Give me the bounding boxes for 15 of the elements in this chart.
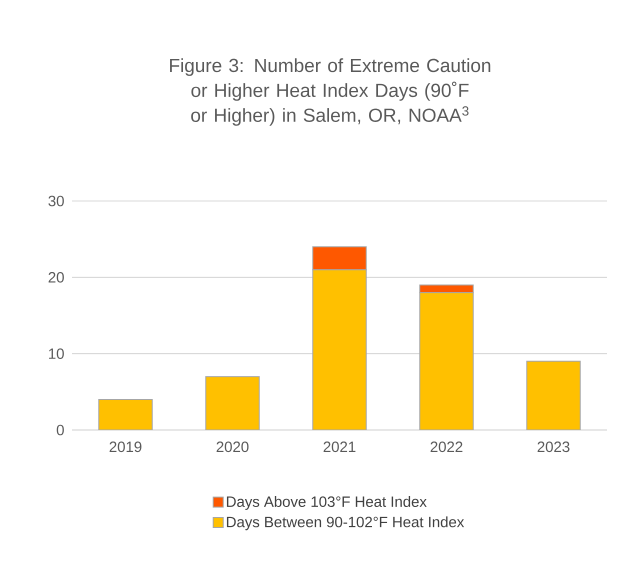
x-tick-label: 2019 xyxy=(110,442,142,452)
bar xyxy=(98,398,153,430)
y-tick-label: 20 xyxy=(48,272,64,283)
y-tick-label: 10 xyxy=(49,348,64,359)
legend-label: Days Above 103°F Heat Index xyxy=(226,496,427,510)
y-tick-label: 0 xyxy=(56,424,64,436)
y-tick-label: 30 xyxy=(48,196,64,206)
legend-label: Days Between 90-102°F Heat Index xyxy=(226,516,464,530)
bar xyxy=(205,376,260,430)
bar xyxy=(526,360,581,430)
x-tick-label: 2020 xyxy=(216,442,249,452)
x-tick-label: 2022 xyxy=(430,442,462,452)
chart-title: Figure 3: Number of Extreme Caution or Higher Heat Index Days (90˚F or Higher) in Salem, OR, NOAA$^{3}$ xyxy=(170,58,490,126)
x-tick-label: 2023 xyxy=(538,442,570,452)
x-tick-label: 2021 xyxy=(324,442,356,452)
